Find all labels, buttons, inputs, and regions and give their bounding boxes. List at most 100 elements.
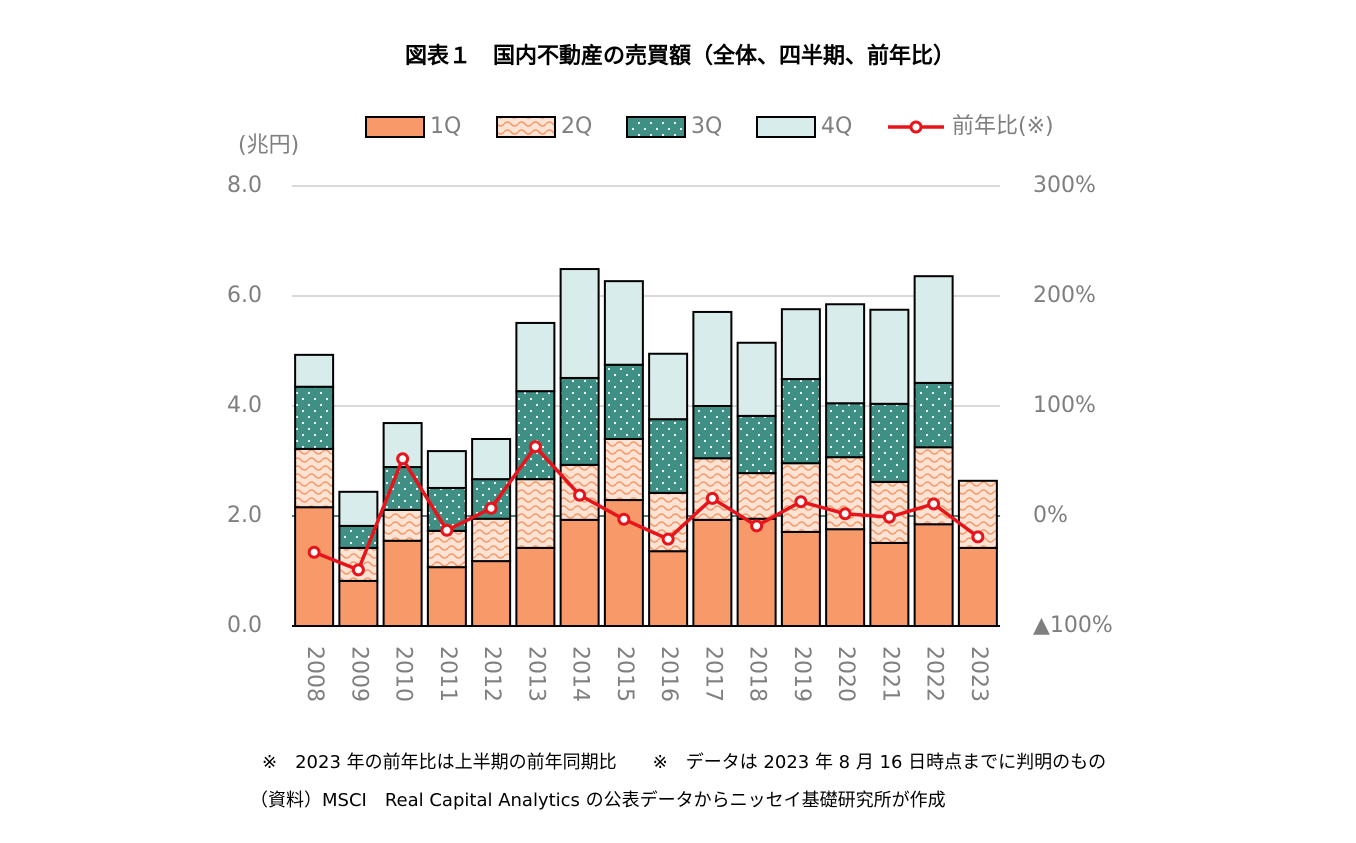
bar-segment xyxy=(736,517,777,627)
line-series xyxy=(313,443,979,573)
bar-segment xyxy=(515,478,556,549)
bar-segment xyxy=(471,517,512,563)
bar-segment xyxy=(780,530,821,628)
bar-segment xyxy=(913,381,954,449)
bar-segment xyxy=(515,546,556,628)
bar-segment xyxy=(559,268,600,379)
bar-segment xyxy=(471,560,512,627)
line-marker xyxy=(484,501,498,515)
line-marker xyxy=(882,510,896,524)
x-tick-label: 2016 xyxy=(656,646,681,702)
bar-segment xyxy=(426,566,467,628)
y2-tick-label: 0% xyxy=(1033,503,1068,528)
y-tick-label: 4.0 xyxy=(227,393,262,418)
x-tick-label: 2008 xyxy=(302,646,327,702)
bar-segment xyxy=(736,472,777,520)
x-tick-label: 2015 xyxy=(612,646,637,702)
bar-segment xyxy=(294,353,335,388)
x-tick-label: 2019 xyxy=(789,646,814,702)
bar-segment xyxy=(736,341,777,417)
bar-segment xyxy=(382,508,423,542)
x-tick-label: 2022 xyxy=(922,646,947,702)
y-axis-label: (兆円) xyxy=(238,133,299,158)
y2-tick-label: 200% xyxy=(1033,283,1096,308)
legend-label: 1Q xyxy=(430,114,461,139)
bar-segment xyxy=(648,550,689,628)
bar-segment xyxy=(957,546,998,628)
y2-tick-label: 100% xyxy=(1033,393,1096,418)
y2-tick-label: 300% xyxy=(1033,173,1096,198)
line-marker xyxy=(307,545,321,559)
legend-swatch xyxy=(365,116,425,138)
legend-swatch xyxy=(496,116,556,138)
legend-label: 前年比(※) xyxy=(952,114,1054,139)
y-tick-label: 6.0 xyxy=(227,283,262,308)
line-marker xyxy=(617,512,631,526)
chart-title: 図表１ 国内不動産の売買額（全体、四半期、前年比） xyxy=(405,43,955,69)
bar-segment xyxy=(780,308,821,381)
line-marker xyxy=(927,497,941,511)
x-tick-label: 2012 xyxy=(479,646,504,702)
bar-segment xyxy=(913,523,954,627)
legend-label: 4Q xyxy=(821,114,852,139)
line-marker xyxy=(661,532,675,546)
x-tick-label: 2014 xyxy=(568,646,593,702)
bar-segment xyxy=(692,310,733,408)
bar-segment xyxy=(825,528,866,628)
bar-segment xyxy=(338,490,379,527)
bar-segment xyxy=(338,579,379,628)
legend-swatch xyxy=(756,116,816,138)
source-note: （資料）MSCI Real Capital Analytics の公表データから… xyxy=(250,790,946,811)
line-marker xyxy=(750,519,764,533)
bar-segment xyxy=(869,402,910,483)
bar-segment xyxy=(869,308,910,405)
bar-segment xyxy=(515,321,556,393)
line-marker xyxy=(705,491,719,505)
bar-segment xyxy=(603,280,644,366)
bar-segment xyxy=(780,378,821,465)
bar-segment xyxy=(648,418,689,494)
x-tick-label: 2013 xyxy=(523,646,548,702)
y-tick-label: 2.0 xyxy=(227,503,262,528)
legend-marker xyxy=(909,120,923,134)
bar-segment xyxy=(294,506,335,628)
bar-segment xyxy=(603,438,644,502)
bar-segment xyxy=(825,303,866,405)
bar-segment xyxy=(957,479,998,549)
line-marker xyxy=(794,495,808,509)
bar-segment xyxy=(559,376,600,466)
legend-swatch xyxy=(626,116,686,138)
line-marker xyxy=(396,452,410,466)
bar-segment xyxy=(825,402,866,459)
x-tick-label: 2020 xyxy=(833,646,858,702)
bar-segment xyxy=(559,518,600,627)
bar-segment xyxy=(382,539,423,627)
footnote: ※ 2023 年の前年比は上半期の前年同期比 ※ データは 2023 年 8 月… xyxy=(262,752,1106,773)
x-tick-label: 2017 xyxy=(700,646,725,702)
bar-segment xyxy=(913,275,954,384)
bar-segment xyxy=(294,385,335,450)
bar-segment xyxy=(603,363,644,440)
bar-segment xyxy=(736,414,777,475)
bar-segment xyxy=(692,518,733,627)
x-tick-label: 2021 xyxy=(877,646,902,702)
y2-tick-label: ▲100% xyxy=(1033,613,1113,638)
x-tick-label: 2010 xyxy=(391,646,416,702)
line-marker xyxy=(528,440,542,454)
legend-label: 3Q xyxy=(691,114,722,139)
y-tick-label: 8.0 xyxy=(227,173,262,198)
bar-segment xyxy=(471,438,512,481)
bar-segment xyxy=(648,352,689,421)
line-marker xyxy=(838,507,852,521)
bar-segment xyxy=(426,529,467,569)
bar-segment xyxy=(294,447,335,509)
line-marker xyxy=(573,488,587,502)
bar-segment xyxy=(869,541,910,628)
line-marker xyxy=(351,563,365,577)
line-marker xyxy=(440,523,454,537)
x-tick-label: 2023 xyxy=(966,646,991,702)
y-tick-label: 0.0 xyxy=(227,613,262,638)
bar-segment xyxy=(692,405,733,460)
legend-label: 2Q xyxy=(561,114,592,139)
